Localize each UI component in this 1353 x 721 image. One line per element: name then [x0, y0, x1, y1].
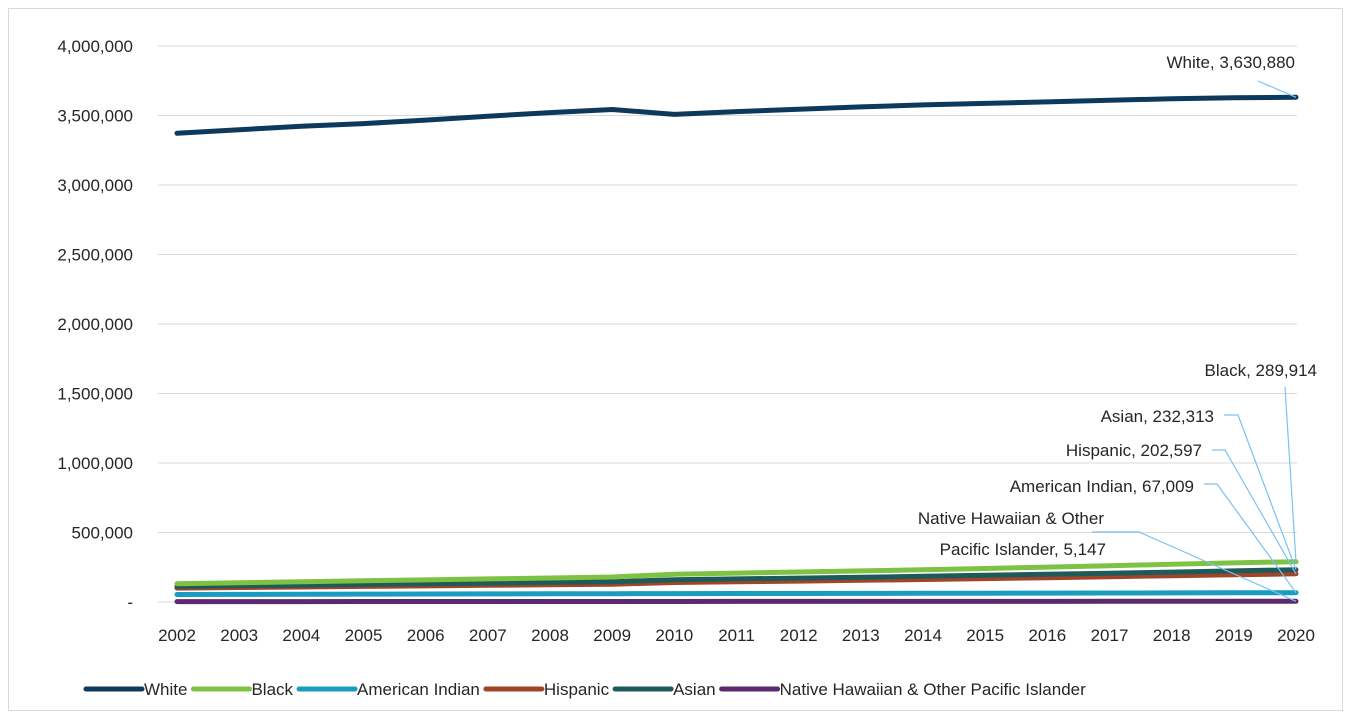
x-tick-label: 2015: [966, 626, 1004, 645]
x-tick-label: 2010: [655, 626, 693, 645]
data-labels: White, 3,630,880 Black, 289,914 Asian, 232…: [918, 53, 1317, 559]
legend: White Black American Indian Hispanic Asian Na…: [83, 680, 1086, 699]
y-tick-label: 4,000,000: [57, 37, 133, 56]
x-tick-label: 2012: [780, 626, 818, 645]
leader-lines: [1092, 80, 1297, 602]
x-tick-label: 2016: [1028, 626, 1066, 645]
x-tick-label: 2008: [531, 626, 569, 645]
x-tick-label: 2007: [469, 626, 507, 645]
x-tick-label: 2004: [282, 626, 320, 645]
data-label-asian: Asian, 232,313: [1101, 407, 1214, 426]
series-line-asian: [174, 567, 1299, 589]
y-tick-label: 500,000: [72, 524, 133, 543]
legend-label-black: Black: [251, 680, 293, 699]
x-tick-label: 2017: [1091, 626, 1129, 645]
x-tick-label: 2006: [407, 626, 445, 645]
y-tick-label: 1,500,000: [57, 385, 133, 404]
gridlines: [158, 45, 1297, 603]
legend-label-white: White: [144, 680, 187, 699]
data-label-black: Black, 289,914: [1205, 361, 1317, 380]
x-tick-label: 2009: [593, 626, 631, 645]
x-tick-label: 2005: [345, 626, 383, 645]
x-tick-label: 2011: [718, 626, 755, 645]
data-label-american-indian: American Indian, 67,009: [1010, 477, 1194, 496]
data-label-native-hawaiian-other-pacific-islander: Native Hawaiian & Other: [918, 509, 1104, 528]
y-tick-label: 1,000,000: [57, 454, 133, 473]
legend-label-native-hawaiian-other-pacific-islander: Native Hawaiian & Other Pacific Islander: [780, 680, 1086, 699]
x-tick-label: 2019: [1215, 626, 1253, 645]
series-line-american-indian: [174, 590, 1299, 597]
leader-line-white: [1257, 80, 1297, 98]
data-label-native-hawaiian-other-pacific-islander: Pacific Islander, 5,147: [940, 540, 1106, 559]
leader-line-native-hawaiian-other-pacific-islander: [1092, 531, 1297, 602]
y-tick-label: 3,500,000: [57, 107, 133, 126]
y-axis: - 500,000 1,000,000 1,500,000 2,000,000 2,500…: [57, 37, 133, 612]
x-tick-label: 2003: [220, 626, 258, 645]
data-label-white: White, 3,630,880: [1166, 53, 1295, 72]
x-tick-label: 2018: [1153, 626, 1191, 645]
x-tick-label: 2002: [158, 626, 196, 645]
x-axis: 2002 2003 2004 2005 2006 2007 2008 2009 2010 2011…: [158, 626, 1315, 645]
y-tick-label: 2,500,000: [57, 246, 133, 265]
y-tick-label: -: [127, 593, 133, 612]
x-tick-label: 2014: [904, 626, 942, 645]
x-tick-label: 2020: [1277, 626, 1315, 645]
series-lines: [174, 94, 1299, 605]
series-line-black: [174, 559, 1299, 587]
leader-line-asian: [1224, 414, 1297, 570]
leader-line-black: [1284, 386, 1297, 562]
legend-label-hispanic: Hispanic: [544, 680, 610, 699]
series-line-white: [174, 94, 1299, 136]
y-tick-label: 2,000,000: [57, 315, 133, 334]
y-tick-label: 3,000,000: [57, 176, 133, 195]
leader-line-hispanic: [1212, 449, 1297, 575]
x-tick-label: 2013: [842, 626, 880, 645]
legend-label-american-indian: American Indian: [357, 680, 480, 699]
data-label-hispanic: Hispanic, 202,597: [1066, 441, 1202, 460]
legend-label-asian: Asian: [673, 680, 716, 699]
leader-line-american-indian: [1204, 483, 1297, 594]
